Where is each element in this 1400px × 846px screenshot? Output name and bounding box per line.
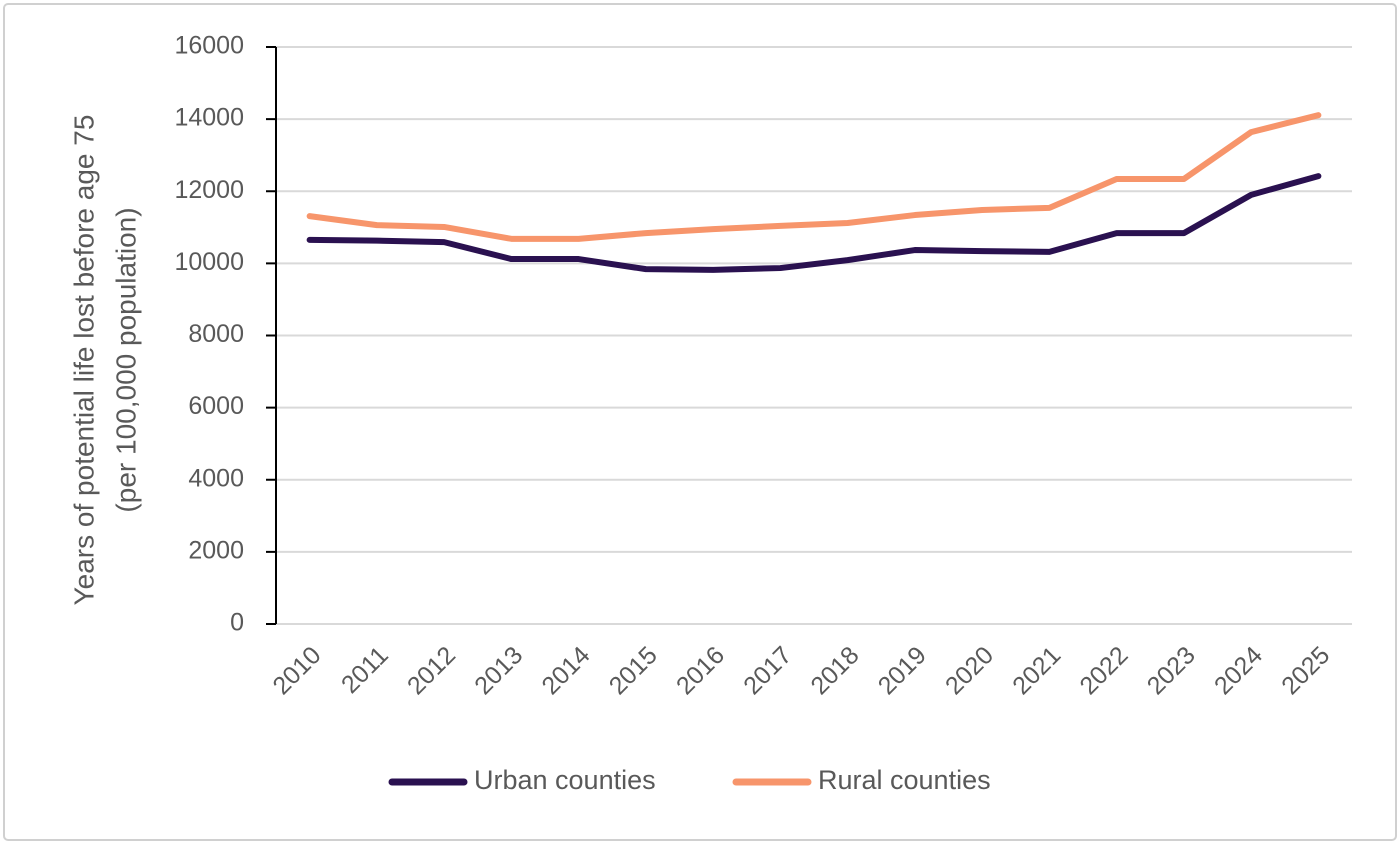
y-tick-label: 4000: [188, 464, 244, 492]
y-axis-title: Years of potential life lost before age …: [68, 115, 141, 606]
y-tick-label: 12000: [174, 176, 244, 204]
y-tick-label: 2000: [188, 536, 244, 564]
series-line: [306, 112, 1322, 242]
y-tick-label: 0: [230, 609, 244, 637]
y-axis-title-line: (per 100,000 population): [110, 207, 141, 512]
y-tick-label: 16000: [174, 32, 244, 60]
y-axis-title-line: Years of potential life lost before age …: [68, 115, 99, 606]
chart-frame: [3, 3, 1397, 841]
series-line: [306, 173, 1322, 273]
y-tick-label: 8000: [188, 320, 244, 348]
y-tick-label: 10000: [174, 248, 244, 276]
y-tick-label: 6000: [188, 392, 244, 420]
legend-label: Rural counties: [818, 765, 991, 795]
y-tick-label: 14000: [174, 104, 244, 132]
legend-label: Urban counties: [474, 765, 656, 795]
